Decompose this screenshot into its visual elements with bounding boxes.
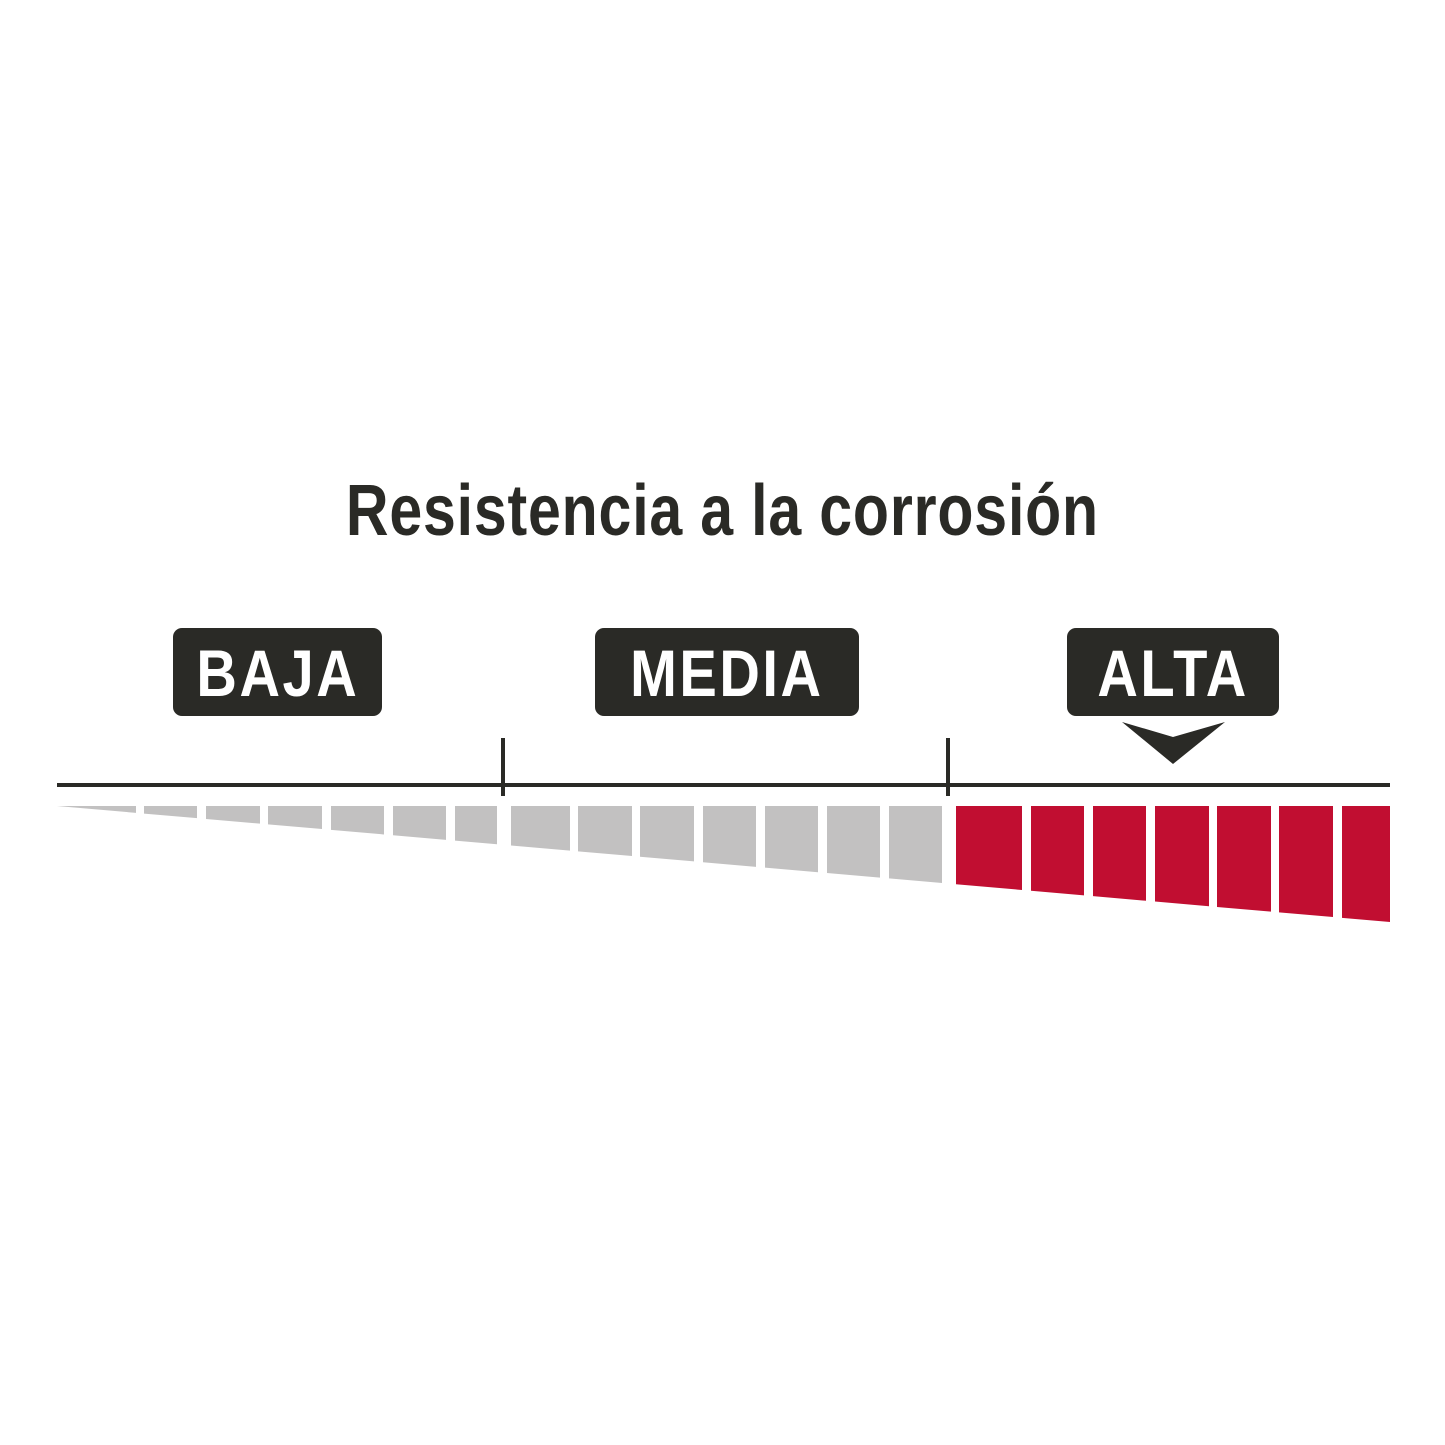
- level-label-baja: BAJA: [173, 628, 382, 716]
- scale-segment-alta: [1342, 806, 1390, 922]
- level-label-alta: ALTA: [1067, 628, 1279, 716]
- level-label-text: BAJA: [196, 636, 359, 710]
- scale-segment-media: [578, 806, 632, 857]
- scale-segment-media: [703, 806, 756, 867]
- scale-segment-baja: [144, 806, 197, 819]
- scale-segment-alta: [1279, 806, 1333, 918]
- scale-segment-media: [640, 806, 694, 862]
- scale-divider-tick: [946, 738, 950, 796]
- level-label-text: ALTA: [1097, 636, 1249, 710]
- scale-segment-baja: [206, 806, 260, 824]
- scale-divider-tick: [501, 738, 505, 796]
- scale-segment-alta: [1217, 806, 1271, 912]
- level-label-media: MEDIA: [595, 628, 859, 716]
- scale-axis-line: [57, 783, 1390, 787]
- scale-segment-baja: [393, 806, 446, 840]
- scale-segment-baja: [331, 806, 384, 835]
- scale-segment-media: [827, 806, 880, 878]
- scale-segment-baja: [57, 806, 136, 813]
- scale-segment-media: [889, 806, 942, 884]
- title: Resistencia a la corrosión: [345, 471, 1099, 551]
- scale-segment-alta: [956, 806, 1022, 890]
- scale-segment-alta: [1093, 806, 1146, 901]
- scale-segment-baja: [455, 806, 497, 845]
- scale-segment-baja: [268, 806, 322, 830]
- scale-segment-media: [511, 806, 570, 851]
- scale-segment-media: [765, 806, 818, 873]
- level-label-text: MEDIA: [630, 636, 824, 710]
- selected-level-pointer-icon: [1122, 722, 1225, 764]
- scale-segment-alta: [1031, 806, 1084, 896]
- scale-segment-alta: [1155, 806, 1209, 907]
